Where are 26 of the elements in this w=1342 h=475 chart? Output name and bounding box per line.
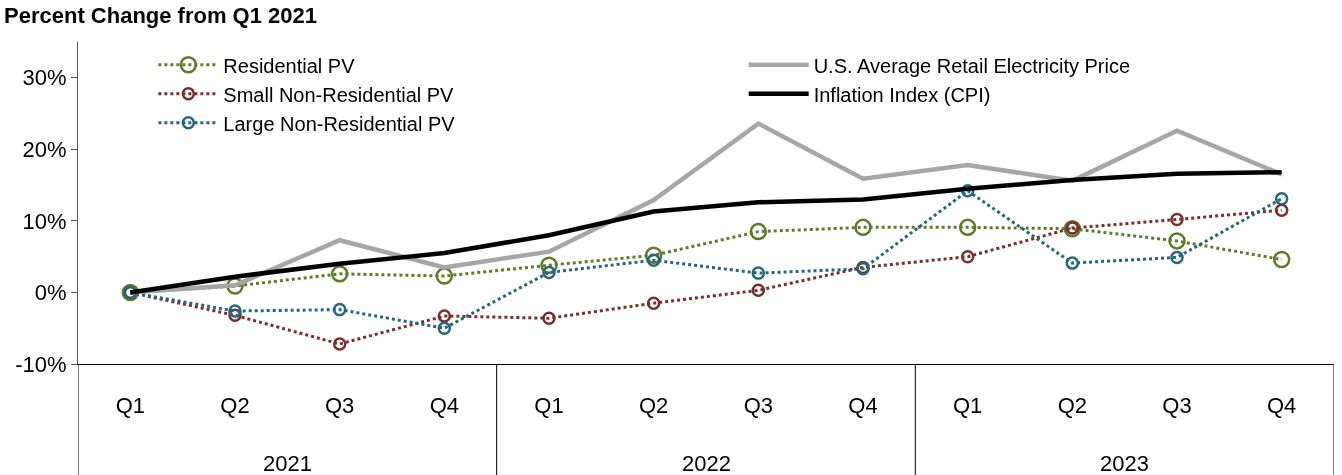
x-tick-label: Q1 — [115, 393, 146, 419]
y-tick-label: 30% — [22, 65, 67, 91]
x-tick-label: Q1 — [534, 393, 564, 419]
legend-label: Small Non-Residential PV — [223, 83, 455, 106]
legend-label: Residential PV — [223, 54, 356, 77]
text: 2021 — [263, 451, 312, 475]
x-tick-label: Q4 — [1266, 393, 1297, 419]
text: 2022 — [682, 451, 731, 475]
x-tick-label: Q2 — [638, 393, 669, 419]
y-tick-label: 20% — [22, 137, 67, 163]
x-tick-label: Q3 — [743, 393, 774, 419]
legend-label: Inflation Index (CPI) — [813, 83, 991, 106]
legend-label: Large Non-Residential PV — [223, 112, 456, 135]
x-tick-label: Q3 — [1162, 393, 1192, 419]
x-tick-label: Q2 — [220, 393, 250, 419]
text: 2023 — [1100, 451, 1149, 475]
y-tick-label: 10% — [22, 208, 67, 234]
legend-label: U.S. Average Retail Electricity Price — [813, 54, 1131, 77]
x-tick-label: Q2 — [1057, 393, 1088, 419]
x-tick-label: Q4 — [429, 393, 460, 419]
y-tick-label: -10% — [15, 351, 67, 377]
y-tick-label: 0% — [34, 280, 67, 306]
x-tick-label: Q1 — [952, 393, 983, 419]
x-tick-label: Q4 — [848, 393, 878, 419]
chart-title: Percent Change from Q1 2021 — [4, 2, 318, 28]
x-tick-label: Q3 — [324, 393, 355, 419]
